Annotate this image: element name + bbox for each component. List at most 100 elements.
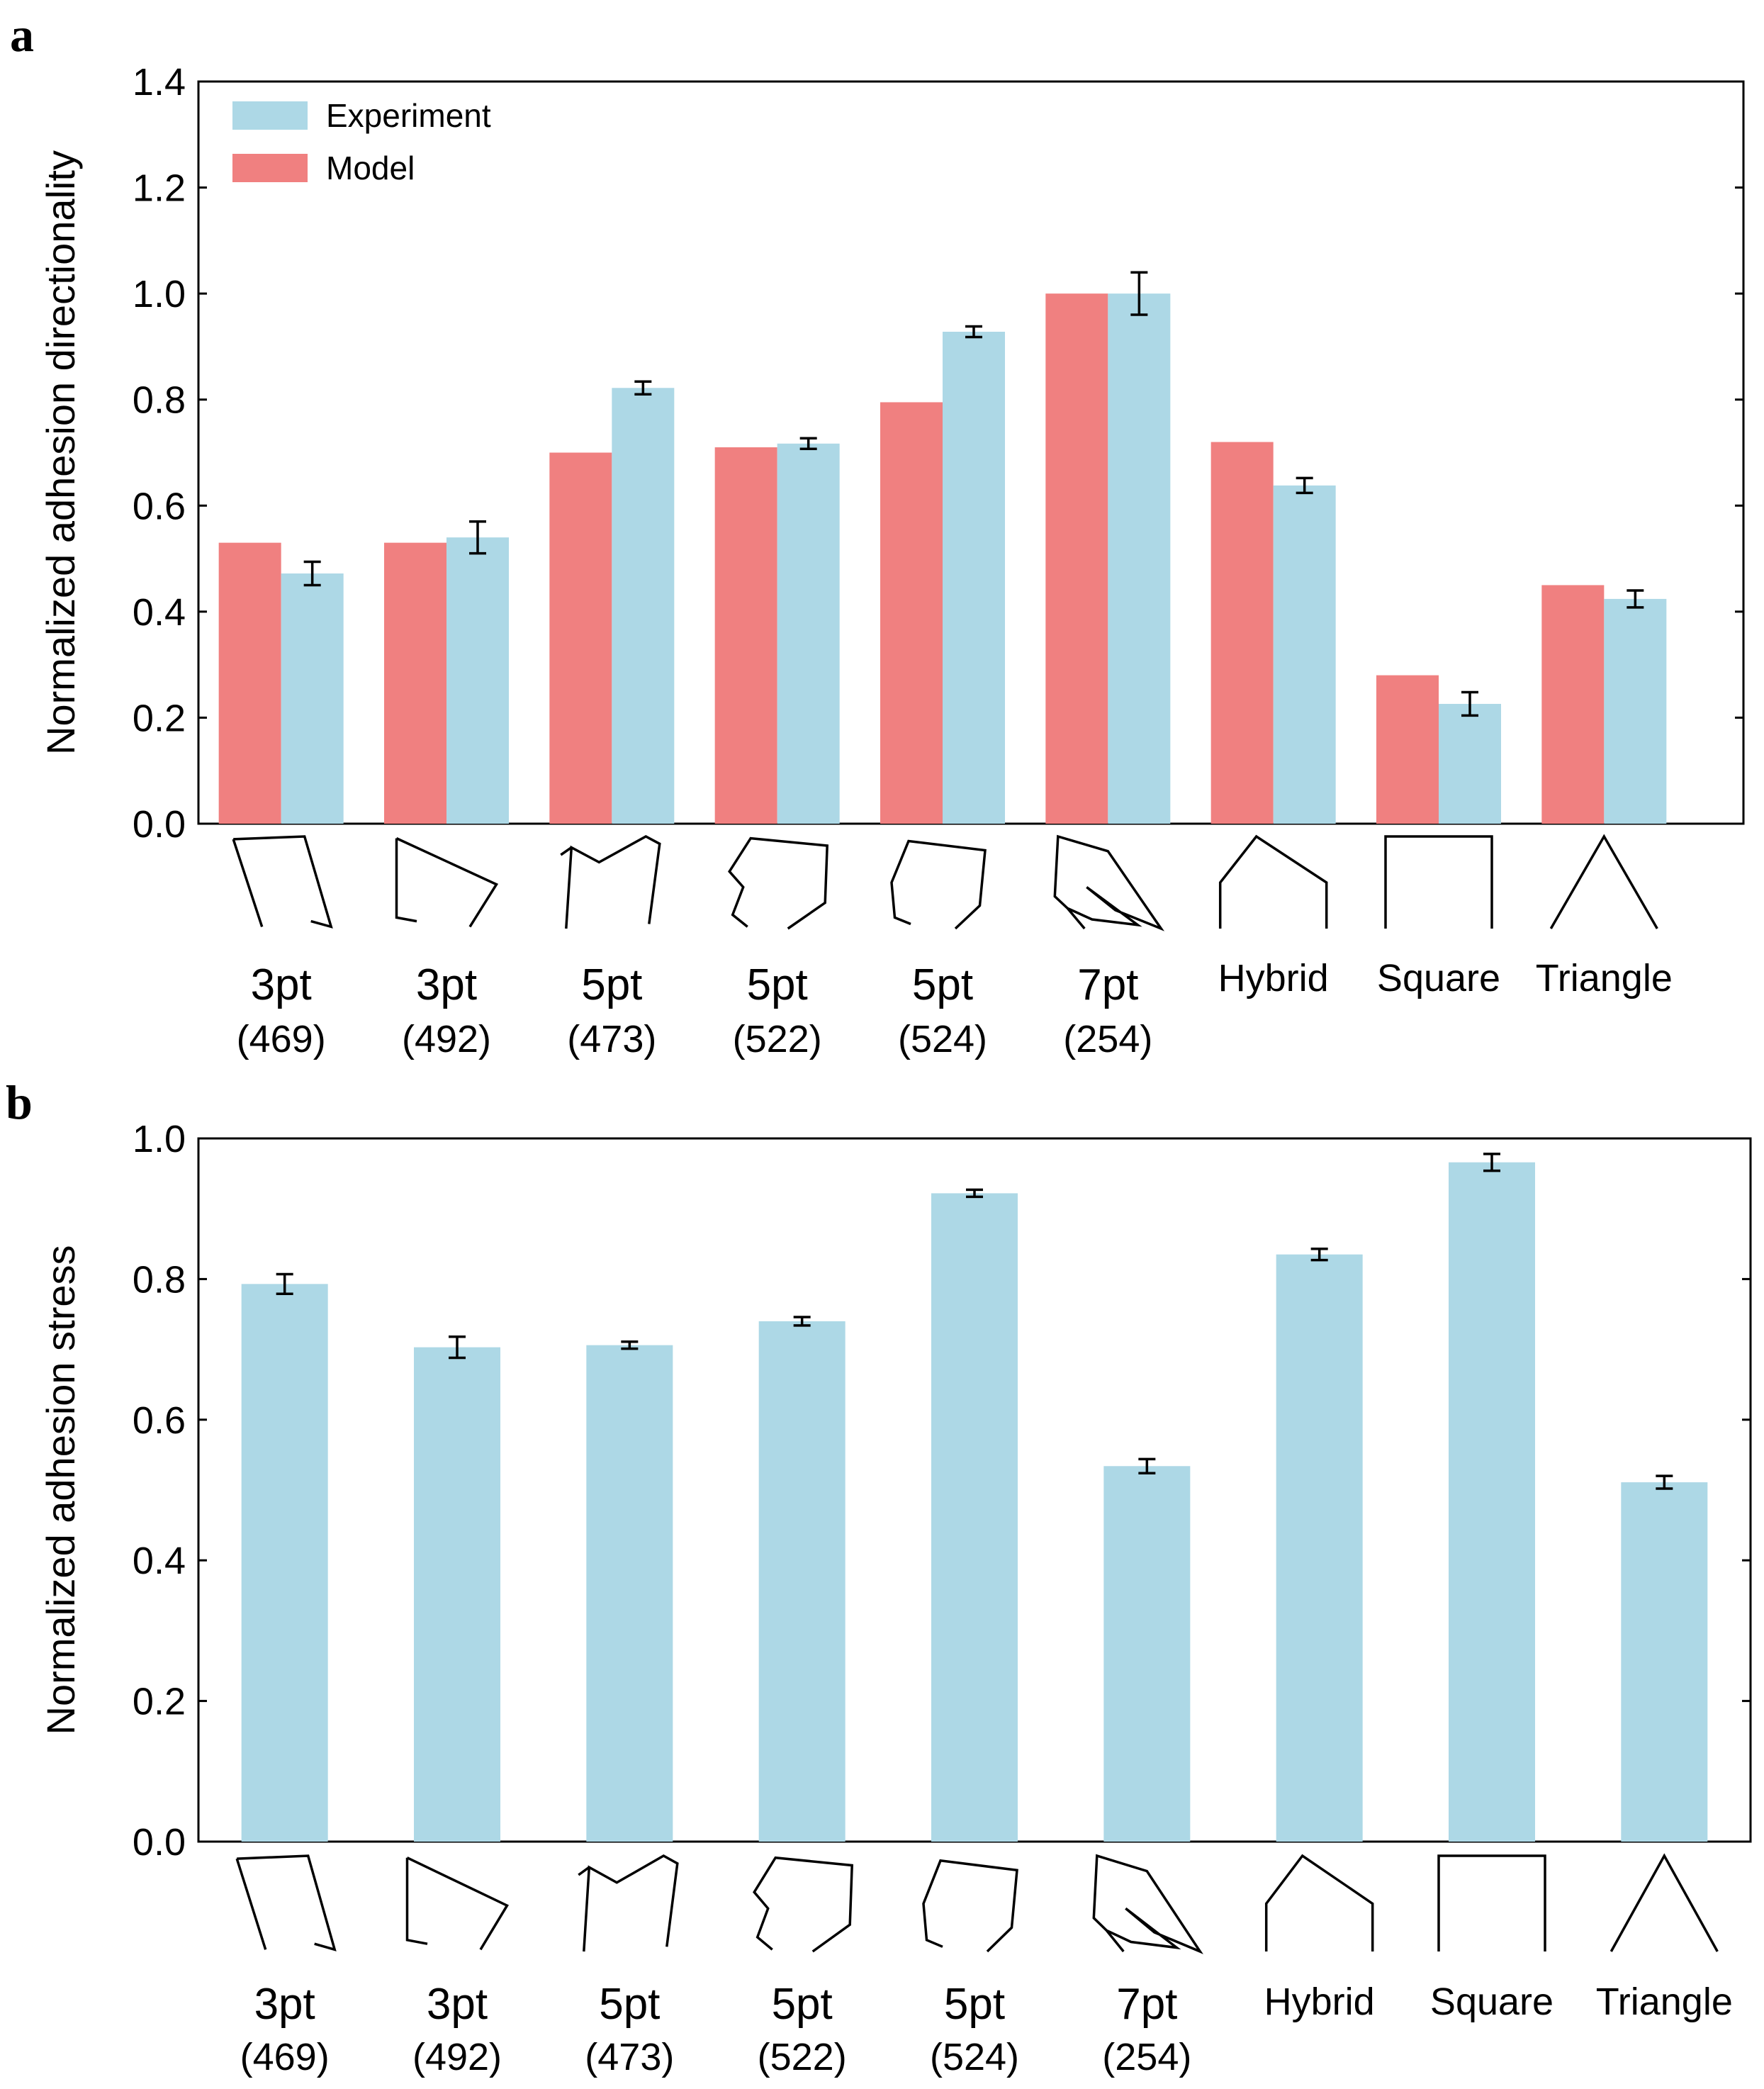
x-category-label: 5pt [581,961,642,1009]
x-category-sublabel: (524) [930,2036,1019,2078]
panel-a-chart: 0.0 0.2 0.4 0.6 0.8 1.0 1.2 1.4 Normalized adhes… [38,61,1745,1060]
bar-experiment [931,1193,1018,1842]
x-category-sublabel: (524) [898,1018,987,1060]
shape-glyph-3pt-492 [395,837,499,928]
bar-model [714,447,777,824]
panel-b-chart: 0.0 0.2 0.4 0.6 0.8 1.0 Normalized adhesion st… [38,1118,1752,2078]
bar-experiment [586,1345,673,1842]
bar-model [1376,675,1439,824]
shape-glyph-3pt-492 [405,1857,428,1945]
shape-glyph-3pt-492 [406,1856,509,1951]
shape-glyph-square [1437,1854,1546,1951]
shape-glyph-hybrid [1264,1854,1374,1951]
bar-experiment [1449,1162,1535,1842]
y-tick-label: 0.6 [133,1399,186,1442]
x-category-label: 5pt [599,1980,660,2029]
legend-swatch-model [232,154,308,182]
bar-experiment [1273,485,1336,824]
bar-experiment [943,331,1005,824]
y-tick-label: 1.0 [133,1118,186,1160]
bar-experiment [1604,598,1667,824]
shape-glyph-5pt-524 [922,1859,1018,1953]
x-category-sublabel: (473) [567,1018,656,1060]
shape-glyph-5pt-522 [753,1856,854,1953]
bar-experiment [1276,1254,1363,1842]
shape-glyph-7pt-254 [1092,1854,1203,1954]
x-category-sublabel: (469) [237,1018,326,1060]
bar-experiment [777,443,840,824]
x-category-sublabel: (254) [1102,2036,1191,2078]
shape-glyph-5pt-473 [560,846,573,856]
bar-model [880,402,943,824]
x-category-label: 7pt [1077,961,1138,1009]
x-category-label: 3pt [416,961,477,1009]
bar-experiment [1621,1482,1708,1842]
x-category-sublabel: (522) [758,2036,847,2078]
legend-label-model: Model [326,150,415,186]
bar-model [1045,293,1108,824]
shape-glyph-5pt-473 [565,835,661,929]
y-tick-label: 0.0 [133,803,186,846]
y-tick-label: 0.8 [133,1258,186,1301]
x-category-label: 5pt [747,961,808,1009]
x-category-sublabel: (469) [240,2036,330,2078]
x-category-label: Triangle [1536,957,1673,999]
bar-model [549,452,612,824]
x-category-sublabel: (492) [412,2036,502,2078]
x-category-label: Square [1430,1981,1554,2023]
shape-glyph-3pt-469 [235,1858,267,1950]
x-category-sublabel: (492) [402,1018,491,1060]
x-category-label: 3pt [251,961,312,1009]
x-category-label: 3pt [427,1980,488,2029]
shape-glyph-5pt-473 [583,1854,679,1952]
panel-a-letter: a [10,8,34,62]
shape-glyph-5pt-522 [728,836,829,930]
y-tick-label: 0.4 [133,1540,186,1582]
x-category-label: Hybrid [1264,1981,1375,2023]
shape-glyph-5pt-473 [578,1866,590,1876]
bar-model [384,542,446,824]
x-category-sublabel: (473) [585,2036,674,2078]
x-category-label: Triangle [1596,1981,1733,2023]
y-tick-label: 1.0 [133,273,186,315]
bar-experiment [1103,1466,1191,1842]
bar-experiment [281,573,344,824]
x-category-label: 7pt [1116,1980,1177,2029]
bar-model [1210,442,1274,824]
y-tick-label: 0.0 [133,1821,186,1864]
shape-glyph-3pt-469 [232,839,264,927]
bar-experiment [1108,293,1171,824]
legend-label-experiment: Experiment [326,97,491,134]
shape-glyph-3pt-492 [395,838,417,923]
shape-glyph-7pt-254 [1053,834,1165,931]
x-category-sublabel: (522) [733,1018,822,1060]
shape-glyph-hybrid [1218,834,1328,929]
shape-glyph-3pt-469 [237,1854,337,1951]
bar-model [218,542,281,824]
y-tick-label: 0.2 [133,697,186,739]
bar-experiment [758,1321,846,1842]
x-category-label: 5pt [944,1980,1005,2029]
y-axis-label: Normalized adhesion stress [38,1245,83,1735]
shape-glyph-3pt-469 [233,835,333,929]
y-tick-label: 0.6 [133,485,186,527]
bar-experiment [612,388,675,824]
shape-glyph-5pt-524 [890,839,987,930]
bar-experiment [446,537,509,824]
shape-glyph-triangle [1549,834,1658,929]
shape-glyph-square [1384,835,1493,929]
bar-model [1541,585,1605,824]
y-tick-label: 0.2 [133,1681,186,1723]
x-category-label: Square [1377,957,1500,999]
bar-experiment [1439,703,1501,824]
y-tick-label: 0.4 [133,591,186,634]
panel-b-letter: b [6,1075,33,1129]
legend-swatch-experiment [232,101,308,130]
bar-experiment [414,1347,500,1842]
y-tick-label: 1.2 [133,167,186,210]
y-axis-label: Normalized adhesion directionality [38,150,83,755]
bar-experiment [241,1284,328,1842]
x-category-sublabel: (254) [1063,1018,1152,1060]
x-category-label: 3pt [254,1980,315,2029]
